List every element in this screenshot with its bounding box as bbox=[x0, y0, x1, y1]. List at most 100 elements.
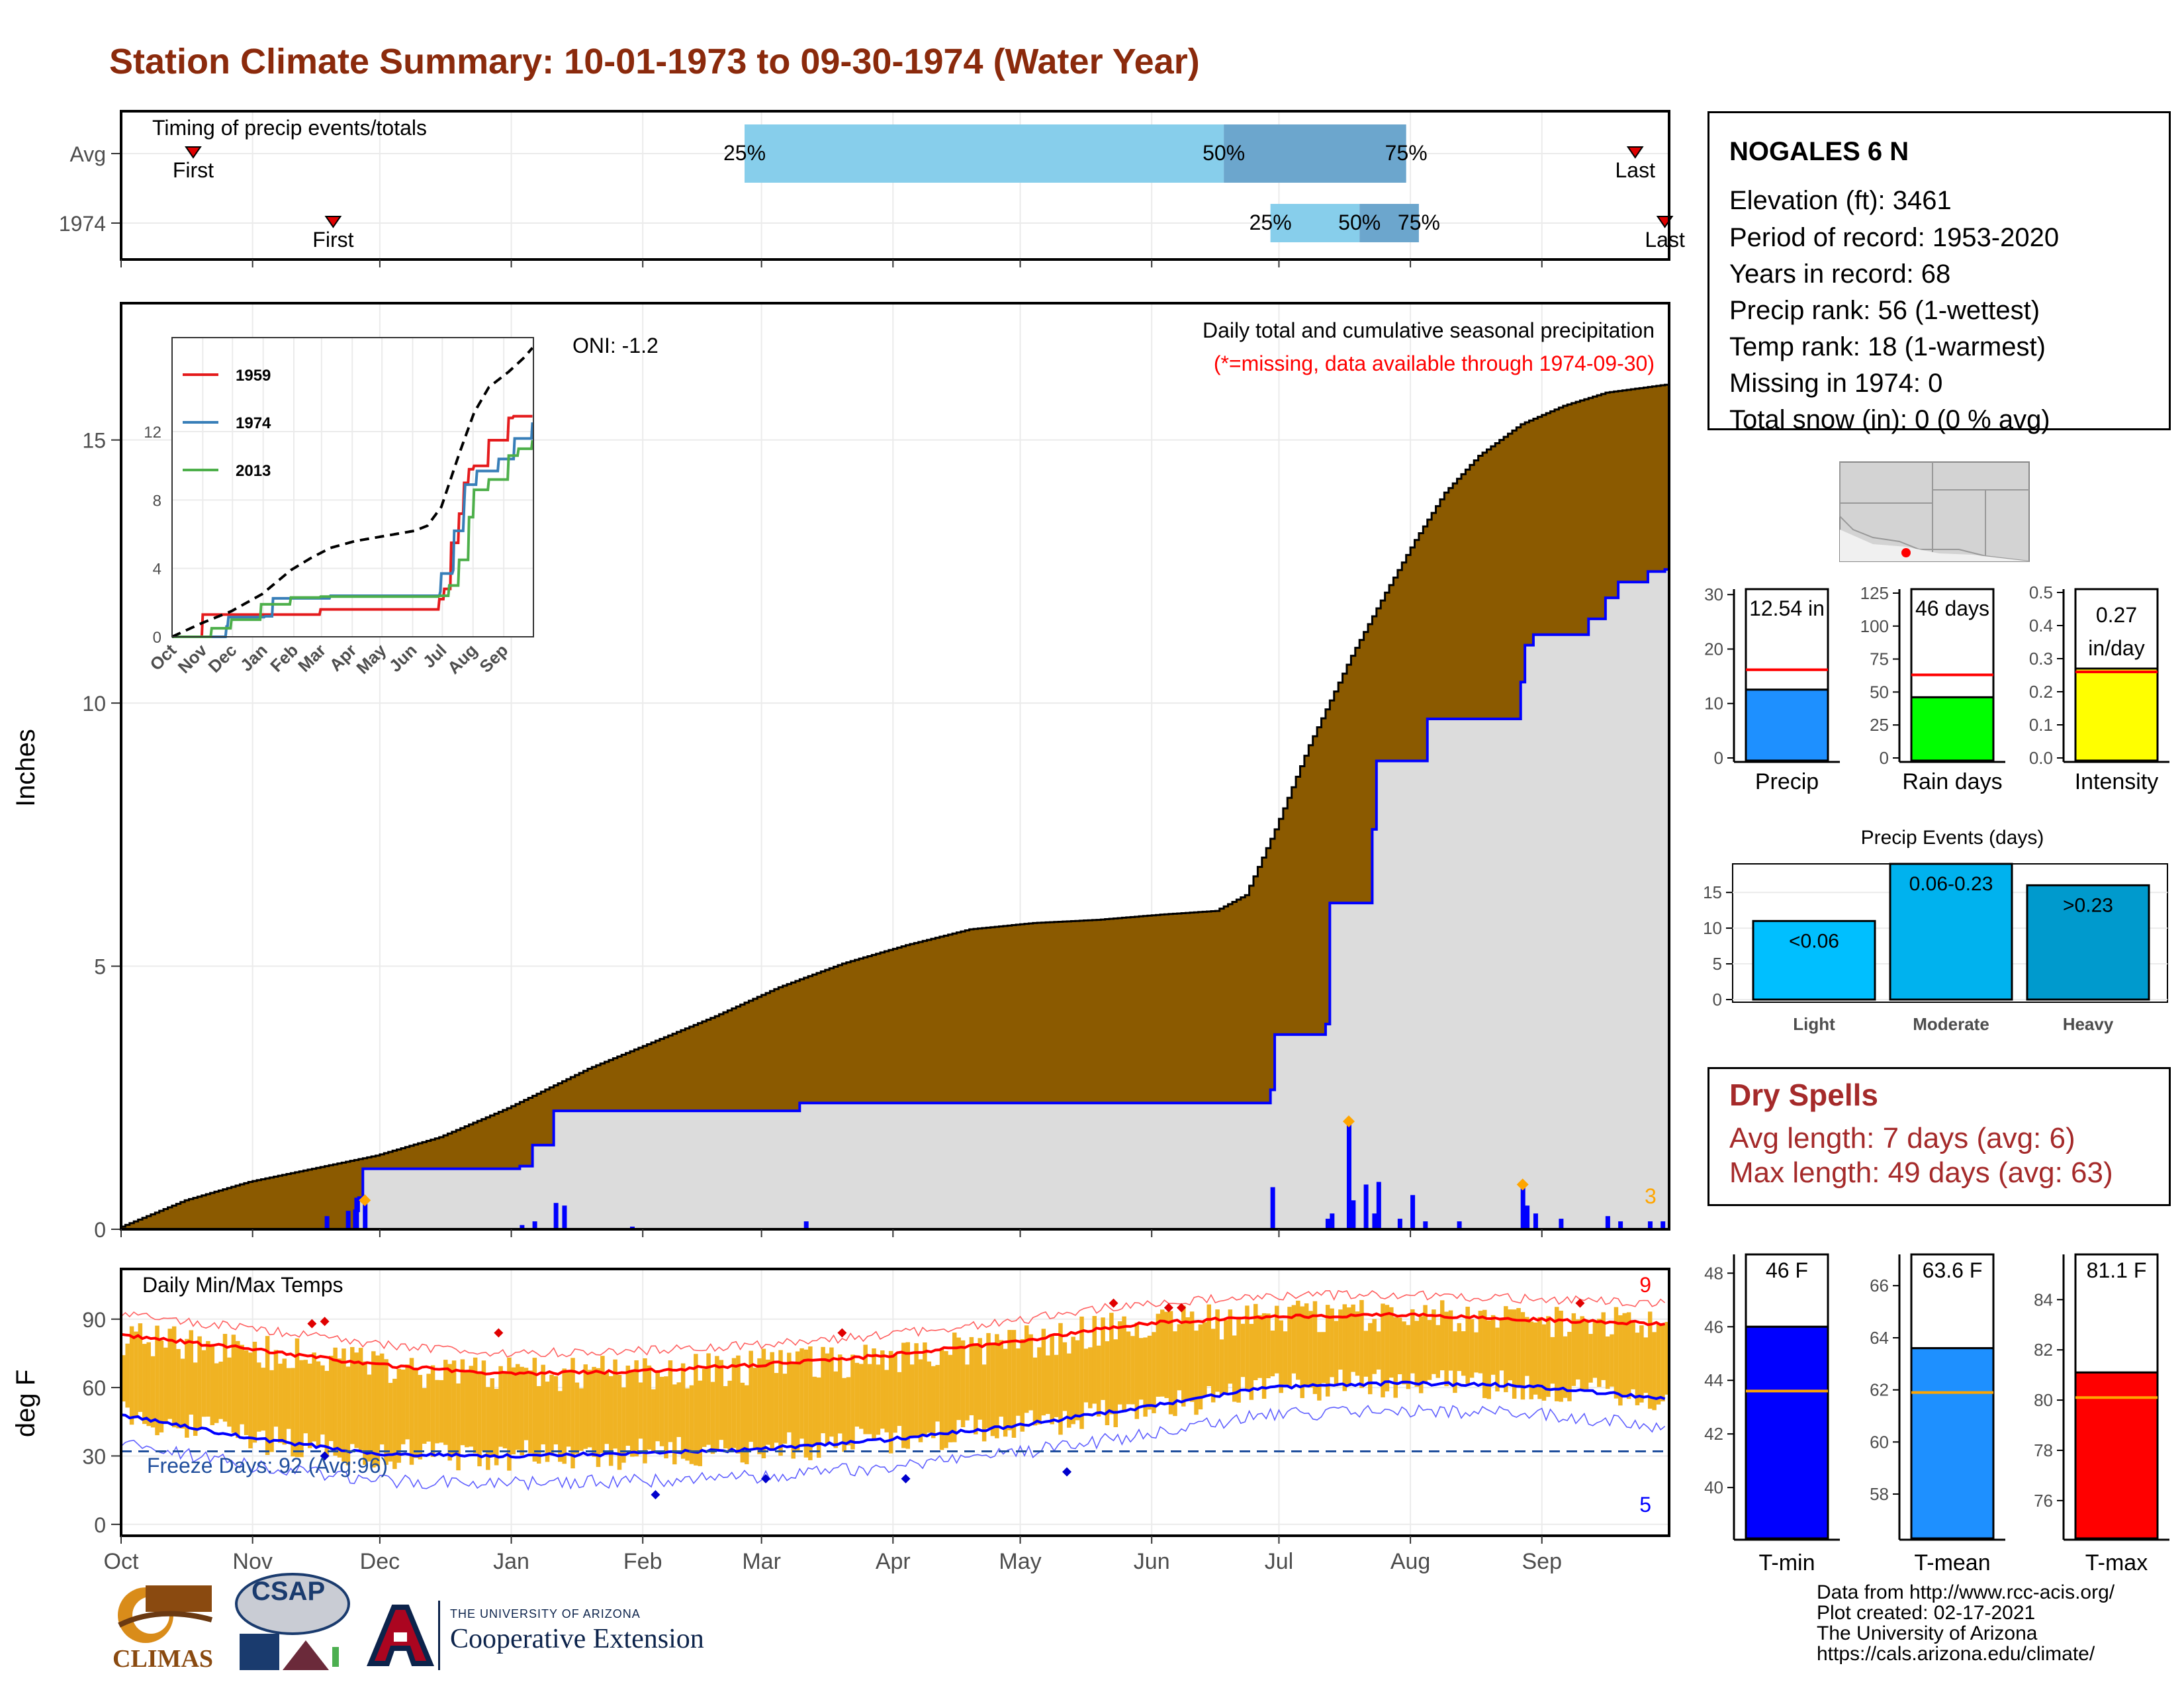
daily-temp-bar bbox=[1007, 1330, 1012, 1430]
daily-temp-bar bbox=[1088, 1347, 1093, 1409]
daily-temp-bar bbox=[1062, 1342, 1068, 1411]
daily-temp-bar bbox=[872, 1348, 876, 1441]
daily-temp-bar bbox=[358, 1348, 363, 1450]
daily-temp-bar bbox=[545, 1382, 550, 1462]
daily-temp-bar bbox=[1266, 1313, 1271, 1379]
daily-temp-bar bbox=[303, 1360, 308, 1434]
daily-precip-bar bbox=[520, 1225, 525, 1229]
daily-temp-bar bbox=[1563, 1336, 1568, 1398]
daily-temp-bar bbox=[350, 1346, 355, 1444]
daily-temp-bar bbox=[520, 1366, 524, 1456]
y-tick-label: 90 bbox=[82, 1308, 106, 1332]
daily-temp-bar bbox=[592, 1366, 596, 1457]
daily-temp-bar bbox=[960, 1340, 966, 1428]
daily-temp-bar bbox=[345, 1366, 351, 1466]
daily-temp-bar bbox=[1504, 1306, 1508, 1393]
daily-temp-bar bbox=[312, 1352, 316, 1442]
daily-temp-bar bbox=[1652, 1332, 1657, 1411]
value-bar bbox=[2074, 1371, 2159, 1540]
daily-temp-bar bbox=[185, 1338, 189, 1438]
daily-temp-bar bbox=[1117, 1321, 1122, 1405]
chart-title: Station Climate Summary: 10-01-1973 to 0… bbox=[109, 42, 1200, 81]
daily-temp-bar bbox=[1381, 1303, 1385, 1397]
daily-temp-bar bbox=[375, 1355, 380, 1467]
daily-temp-bar bbox=[1037, 1347, 1042, 1425]
daily-temp-bar bbox=[1546, 1316, 1551, 1397]
daily-temp-bar bbox=[1203, 1322, 1207, 1397]
daily-temp-bar bbox=[1427, 1320, 1432, 1380]
daily-temp-bar bbox=[1537, 1317, 1542, 1399]
daily-temp-bar bbox=[269, 1370, 274, 1452]
daily-temp-bar bbox=[876, 1364, 881, 1435]
daily-temp-bar bbox=[486, 1387, 490, 1470]
daily-temp-bar bbox=[1478, 1311, 1483, 1374]
daily-temp-bar bbox=[566, 1370, 571, 1447]
daily-temp-bar bbox=[643, 1358, 647, 1464]
climas-logo bbox=[118, 1585, 213, 1643]
daily-temp-bar bbox=[918, 1359, 923, 1442]
daily-temp-bar bbox=[651, 1389, 656, 1452]
temp-title: Daily Min/Max Temps bbox=[142, 1273, 343, 1297]
daily-temp-bar bbox=[956, 1337, 961, 1421]
daily-temp-bar bbox=[1461, 1331, 1466, 1376]
value-label: 63.6 F bbox=[1923, 1258, 1983, 1282]
y-tick-label: 0.1 bbox=[2029, 715, 2053, 735]
daily-temp-bar bbox=[435, 1380, 439, 1444]
daily-temp-bar bbox=[1631, 1322, 1635, 1389]
daily-temp-bar bbox=[400, 1369, 406, 1444]
y-tick-label: 48 bbox=[1704, 1263, 1723, 1283]
daily-temp-bar bbox=[1126, 1331, 1131, 1405]
daily-temp-bar bbox=[570, 1358, 575, 1469]
daily-precip-bar bbox=[1525, 1205, 1530, 1229]
daily-temp-bar bbox=[668, 1360, 673, 1442]
daily-temp-bar bbox=[1240, 1323, 1246, 1378]
quartile-bar-50-75 bbox=[1224, 124, 1406, 183]
daily-temp-bar bbox=[694, 1354, 698, 1466]
x-tick-label: Moderate bbox=[1913, 1014, 1989, 1034]
daily-temp-bar bbox=[897, 1372, 902, 1427]
daily-temp-bar bbox=[1516, 1308, 1521, 1386]
y-tick-label: 66 bbox=[1870, 1276, 1889, 1295]
year-cumulative-area bbox=[121, 569, 1669, 1229]
daily-precip-bar bbox=[354, 1197, 359, 1229]
x-tick-label: Light bbox=[1793, 1014, 1835, 1034]
daily-temp-bar bbox=[1520, 1312, 1525, 1400]
inset-series-avg bbox=[171, 347, 534, 638]
avg-cumulative-line bbox=[120, 383, 1669, 1229]
daily-temp-bar bbox=[146, 1342, 151, 1427]
record-max-line bbox=[120, 1289, 1666, 1358]
daily-precip-bar bbox=[1325, 1219, 1330, 1229]
temperature-panel: 0 30 60 90 Daily Min/Max Temps Freeze Days: 9… bbox=[11, 1268, 1670, 1574]
daily-temp-bar bbox=[257, 1362, 261, 1432]
daily-precip-bar bbox=[1559, 1219, 1564, 1229]
y-axis-label: Inches bbox=[11, 729, 40, 807]
daily-temp-bar bbox=[451, 1360, 457, 1456]
timing-panel: Avg 25% 50% 75% First Last 1974 25% 50% 75% First L… bbox=[59, 110, 1685, 267]
daily-temp-bar bbox=[282, 1358, 287, 1445]
y-tick-label: 60 bbox=[82, 1376, 106, 1400]
daily-temp-bar bbox=[766, 1359, 770, 1445]
daily-temp-bar bbox=[214, 1363, 219, 1423]
daily-temp-bar bbox=[1024, 1325, 1029, 1413]
daily-temp-bar bbox=[837, 1354, 842, 1434]
daily-temp-bar bbox=[511, 1367, 516, 1454]
record-high-marker bbox=[320, 1317, 330, 1327]
y-tick-label: 64 bbox=[1870, 1328, 1889, 1348]
daily-temp-bar bbox=[1312, 1301, 1318, 1394]
x-tick-label: Sep bbox=[1522, 1549, 1563, 1574]
daily-temp-bar bbox=[1270, 1331, 1275, 1377]
value-label: 46 days bbox=[1915, 596, 1989, 620]
y-tick-label: 46 bbox=[1704, 1317, 1723, 1336]
daily-precip-bar bbox=[1647, 1221, 1653, 1229]
daily-precip-bar bbox=[363, 1203, 368, 1229]
daily-temp-bar bbox=[481, 1360, 486, 1451]
daily-precip-bar bbox=[1372, 1213, 1377, 1229]
record-high-marker bbox=[307, 1319, 317, 1329]
daily-temp-bar bbox=[1134, 1323, 1140, 1419]
daily-temp-bar bbox=[685, 1388, 690, 1461]
daily-temp-bar bbox=[1453, 1331, 1457, 1393]
y-tick-label: 80 bbox=[2034, 1390, 2053, 1410]
daily-temp-bar bbox=[1363, 1331, 1369, 1377]
daily-temp-bar bbox=[884, 1370, 889, 1432]
daily-temp-bar bbox=[1020, 1338, 1025, 1432]
